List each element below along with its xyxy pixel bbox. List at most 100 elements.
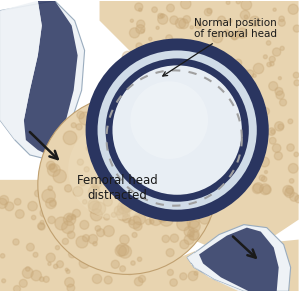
Polygon shape <box>199 228 279 291</box>
Circle shape <box>149 58 156 65</box>
Circle shape <box>130 239 135 245</box>
Text: Femoral head
distracted: Femoral head distracted <box>77 174 158 202</box>
Circle shape <box>14 286 20 292</box>
Circle shape <box>96 105 109 118</box>
Circle shape <box>205 194 210 199</box>
Circle shape <box>253 99 263 109</box>
Circle shape <box>52 202 62 212</box>
Circle shape <box>190 26 193 29</box>
Circle shape <box>250 120 259 128</box>
Circle shape <box>130 19 134 22</box>
Circle shape <box>56 261 64 268</box>
Circle shape <box>113 124 122 133</box>
Circle shape <box>113 119 124 131</box>
Circle shape <box>137 257 142 261</box>
Circle shape <box>231 34 237 40</box>
Circle shape <box>258 126 267 134</box>
Circle shape <box>61 221 74 234</box>
Circle shape <box>151 180 160 189</box>
Circle shape <box>176 133 186 142</box>
Circle shape <box>49 164 55 169</box>
Circle shape <box>229 136 236 142</box>
Circle shape <box>188 184 197 193</box>
Circle shape <box>70 213 78 221</box>
Circle shape <box>162 144 172 153</box>
Circle shape <box>160 212 173 226</box>
Circle shape <box>130 81 208 159</box>
Circle shape <box>128 270 132 275</box>
Circle shape <box>136 131 143 138</box>
Circle shape <box>64 203 74 213</box>
Circle shape <box>157 140 162 145</box>
Circle shape <box>244 15 248 19</box>
Circle shape <box>71 215 76 220</box>
Circle shape <box>166 35 172 41</box>
Circle shape <box>84 167 89 172</box>
Circle shape <box>48 216 55 224</box>
Circle shape <box>167 168 175 175</box>
Polygon shape <box>24 1 78 155</box>
Circle shape <box>160 87 171 98</box>
Circle shape <box>199 213 210 224</box>
Circle shape <box>46 198 56 209</box>
Circle shape <box>72 189 78 194</box>
Circle shape <box>155 238 159 241</box>
Circle shape <box>262 185 271 194</box>
Circle shape <box>46 253 55 262</box>
Circle shape <box>90 177 102 189</box>
Circle shape <box>42 189 56 203</box>
Circle shape <box>272 144 281 152</box>
Circle shape <box>50 200 56 206</box>
Circle shape <box>166 248 174 257</box>
Circle shape <box>293 72 299 78</box>
Circle shape <box>148 155 161 168</box>
Circle shape <box>188 198 197 206</box>
Circle shape <box>156 142 170 155</box>
Circle shape <box>48 262 51 265</box>
Circle shape <box>170 279 177 286</box>
Circle shape <box>139 275 145 282</box>
Circle shape <box>191 130 196 135</box>
Circle shape <box>123 212 128 218</box>
Circle shape <box>136 138 146 147</box>
Circle shape <box>79 112 92 125</box>
Circle shape <box>77 111 84 119</box>
Circle shape <box>182 53 192 62</box>
Circle shape <box>158 104 165 111</box>
Polygon shape <box>100 1 298 260</box>
Circle shape <box>225 29 229 34</box>
Polygon shape <box>187 250 244 291</box>
Circle shape <box>38 223 45 230</box>
Circle shape <box>117 244 129 256</box>
Circle shape <box>139 8 142 11</box>
Circle shape <box>109 261 118 271</box>
Circle shape <box>224 79 235 89</box>
Circle shape <box>226 33 230 36</box>
Circle shape <box>144 232 149 237</box>
Circle shape <box>169 117 172 120</box>
Circle shape <box>0 195 9 205</box>
Circle shape <box>140 142 151 153</box>
Circle shape <box>279 16 284 22</box>
Circle shape <box>123 161 129 167</box>
Circle shape <box>130 208 136 213</box>
Circle shape <box>204 62 212 70</box>
Circle shape <box>189 172 198 181</box>
Circle shape <box>47 164 60 176</box>
Circle shape <box>94 241 98 244</box>
Circle shape <box>73 187 83 197</box>
Circle shape <box>175 207 187 219</box>
Circle shape <box>34 190 41 197</box>
Circle shape <box>253 183 263 193</box>
Circle shape <box>118 238 128 248</box>
Circle shape <box>207 60 217 69</box>
Circle shape <box>104 276 112 284</box>
Circle shape <box>32 215 36 220</box>
Circle shape <box>271 130 275 134</box>
Circle shape <box>143 242 152 252</box>
Circle shape <box>182 233 186 237</box>
Circle shape <box>248 112 258 122</box>
Circle shape <box>44 197 52 205</box>
Circle shape <box>162 97 167 102</box>
Circle shape <box>143 190 150 196</box>
